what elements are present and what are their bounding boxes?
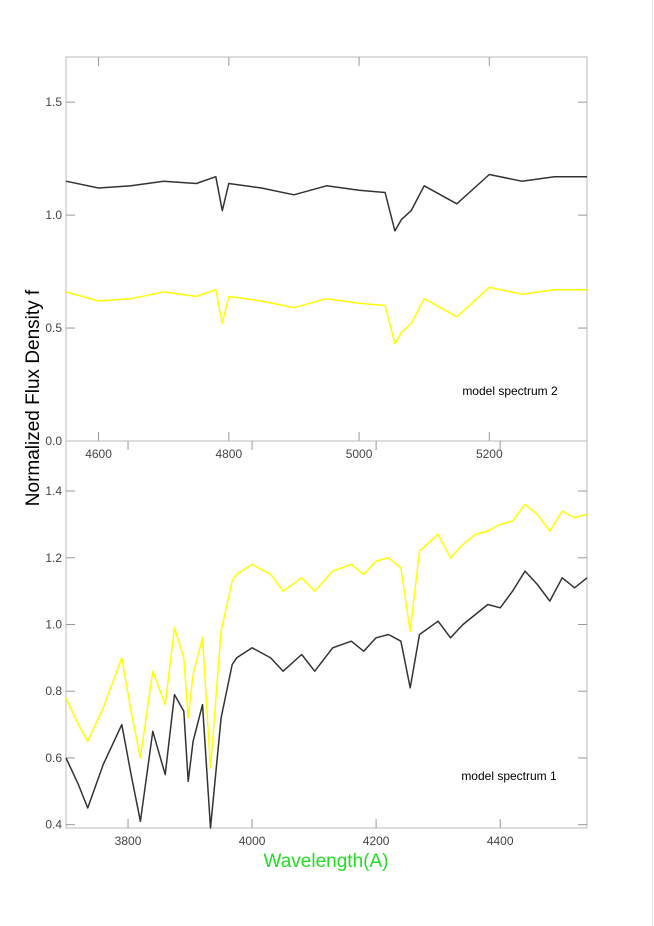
y-tick-label: 0.5 bbox=[45, 321, 62, 335]
annotation-model-spectrum-1: model spectrum 1 bbox=[461, 769, 557, 783]
y-tick-label: 1.0 bbox=[45, 208, 62, 222]
x-tick-label: 4200 bbox=[363, 834, 390, 848]
series-line-2 bbox=[65, 503, 588, 769]
x-tick-label: 5200 bbox=[476, 447, 503, 461]
x-axis-label: Wavelength(A) bbox=[264, 851, 389, 872]
series-line-1 bbox=[65, 570, 588, 829]
panel-bottom-frame bbox=[65, 440, 588, 829]
y-tick-label: 0.0 bbox=[45, 434, 62, 448]
y-tick-label: 1.2 bbox=[45, 551, 62, 565]
y-tick-label: 1.0 bbox=[45, 617, 62, 631]
x-tick-label: 3800 bbox=[115, 834, 142, 848]
y-axis-label: Normalized Flux Density f bbox=[23, 289, 44, 506]
y-tick-label: 1.4 bbox=[45, 484, 62, 498]
x-tick-label: 4800 bbox=[215, 447, 242, 461]
x-tick-label: 4600 bbox=[85, 447, 112, 461]
panel-top-series bbox=[65, 173, 587, 345]
panel-bottom-series bbox=[65, 503, 588, 829]
y-tick-label: 1.5 bbox=[45, 95, 62, 109]
x-tick-label: 4400 bbox=[487, 834, 514, 848]
panel-model-spectrum-2: 0.0 0.5 1.0 1.5 4600 4800 5000 5200 model spect… bbox=[45, 56, 588, 461]
y-tick-label: 0.4 bbox=[45, 818, 62, 832]
y-tick-label: 0.8 bbox=[45, 684, 62, 698]
panel-top-ticks: 0.0 0.5 1.0 1.5 4600 4800 5000 5200 bbox=[45, 57, 587, 461]
series-line-2 bbox=[65, 286, 587, 345]
panel-bottom-ticks: 0.4 0.6 0.8 1.0 1.2 1.4 3800 4000 4200 4400 bbox=[45, 441, 587, 848]
x-tick-label: 4000 bbox=[239, 834, 266, 848]
annotation-model-spectrum-2: model spectrum 2 bbox=[462, 384, 558, 398]
panel-model-spectrum-1: 0.4 0.6 0.8 1.0 1.2 1.4 3800 4000 4200 4400 model… bbox=[45, 440, 588, 848]
y-tick-label: 0.6 bbox=[45, 751, 62, 765]
x-tick-label: 5000 bbox=[346, 447, 373, 461]
page-edge bbox=[652, 0, 653, 926]
series-line-1 bbox=[65, 173, 587, 232]
